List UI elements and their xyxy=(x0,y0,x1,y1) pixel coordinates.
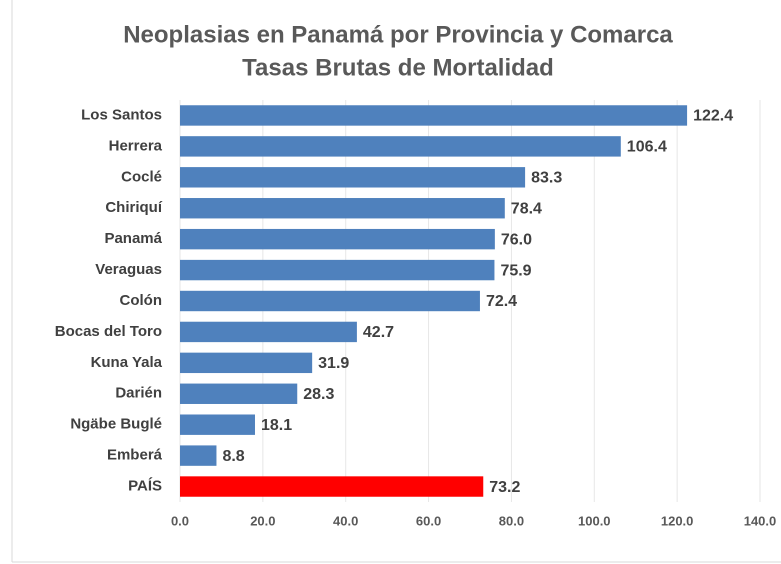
value-label: 18.1 xyxy=(261,417,292,434)
y-tick-label: Kuna Yala xyxy=(91,354,163,371)
value-label: 31.9 xyxy=(318,355,349,372)
value-label: 42.7 xyxy=(363,324,394,341)
y-tick-label: Bocas del Toro xyxy=(55,323,162,340)
x-tick-label: 40.0 xyxy=(333,513,358,528)
y-tick-label: Veraguas xyxy=(95,261,162,278)
y-tick-label: Chiriquí xyxy=(105,199,162,216)
bar xyxy=(180,167,526,188)
x-tick-label: 80.0 xyxy=(499,513,524,528)
chart-title: Neoplasias en Panamá por Provincia y Com… xyxy=(123,21,673,48)
bar xyxy=(180,290,480,312)
value-label: 28.3 xyxy=(303,386,334,403)
x-tick-label: 20.0 xyxy=(250,513,275,528)
x-tick-label: 120.0 xyxy=(661,513,694,528)
y-tick-label: Colón xyxy=(120,292,163,309)
y-tick-label: Panamá xyxy=(104,230,162,247)
x-tick-label: 140.0 xyxy=(744,513,777,528)
bar xyxy=(180,414,255,435)
y-tick-label: Ngäbe Buglé xyxy=(70,416,162,433)
value-label: 73.2 xyxy=(489,479,520,496)
y-tick-label: PAÍS xyxy=(128,478,162,495)
y-tick-label: Los Santos xyxy=(81,106,162,123)
bar xyxy=(180,136,621,157)
bar xyxy=(180,476,484,497)
bar xyxy=(180,445,217,466)
value-label: 8.8 xyxy=(222,448,244,465)
bar xyxy=(180,383,298,404)
bar xyxy=(180,105,688,126)
bar xyxy=(180,321,357,343)
value-label: 106.4 xyxy=(627,139,667,156)
y-tick-label: Emberá xyxy=(107,447,163,464)
value-label: 75.9 xyxy=(500,262,531,279)
x-tick-label: 0.0 xyxy=(171,513,189,528)
value-label: 122.4 xyxy=(693,108,733,125)
x-tick-label: 60.0 xyxy=(416,513,441,528)
chart-subtitle: Tasas Brutas de Mortalidad xyxy=(242,54,554,81)
y-tick-label: Coclé xyxy=(121,168,162,185)
bar xyxy=(180,198,505,219)
value-label: 83.3 xyxy=(531,170,562,187)
y-tick-label: Darién xyxy=(115,385,162,402)
value-label: 78.4 xyxy=(511,200,542,217)
bar xyxy=(180,228,495,250)
bar xyxy=(180,259,495,281)
bar xyxy=(180,352,313,374)
x-tick-label: 100.0 xyxy=(578,513,611,528)
value-label: 76.0 xyxy=(501,231,532,248)
y-tick-label: Herrera xyxy=(109,137,163,154)
value-label: 72.4 xyxy=(486,293,517,310)
